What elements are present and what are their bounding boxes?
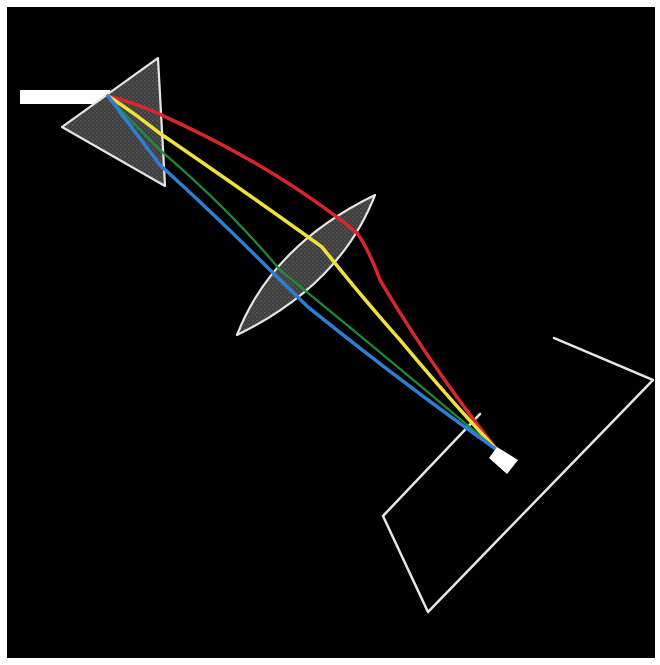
red-ray	[106, 94, 499, 452]
focal-spot	[489, 447, 518, 474]
green-ray	[106, 94, 499, 452]
input-light-beam	[20, 90, 110, 104]
converging-lens	[235, 193, 377, 337]
dispersed-rays	[106, 94, 499, 452]
blue-ray	[106, 94, 499, 452]
screen	[381, 336, 655, 614]
prism	[60, 56, 167, 188]
yellow-ray	[106, 94, 499, 452]
